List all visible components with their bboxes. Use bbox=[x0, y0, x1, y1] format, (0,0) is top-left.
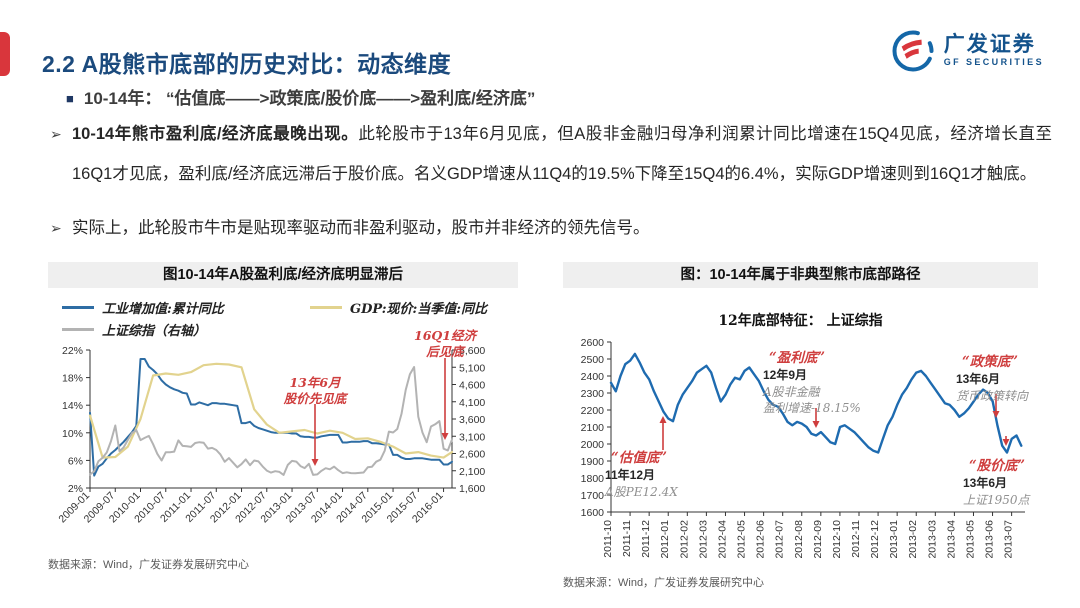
svg-text:2300: 2300 bbox=[581, 388, 605, 400]
svg-text:6%: 6% bbox=[68, 455, 83, 467]
svg-text:2,100: 2,100 bbox=[459, 466, 485, 478]
svg-text:2600: 2600 bbox=[581, 337, 605, 349]
legend-label: GDP:现价:当季值:同比 bbox=[350, 301, 488, 317]
legend-item-industrial: 工业增加值:累计同比 bbox=[62, 296, 310, 318]
svg-text:2100: 2100 bbox=[581, 422, 605, 434]
svg-text:2012-07: 2012-07 bbox=[774, 520, 786, 559]
section-heading: ■ 10-14年： “估值底——>政策底/股价底——>盈利底/经济底” bbox=[66, 84, 535, 109]
logo-mark-icon bbox=[892, 30, 934, 72]
legend-label: 工业增加值:累计同比 bbox=[102, 301, 224, 317]
svg-text:2011-12: 2011-12 bbox=[640, 520, 652, 558]
page-title: 2.2 A股熊市底部的历史对比：动态维度 bbox=[42, 51, 452, 78]
svg-text:1700: 1700 bbox=[581, 490, 605, 502]
body-paragraph-1: ➢ 10-14年熊市盈利底/经济底最晚出现。此轮股市于13年6月见底，但A股非金融… bbox=[48, 114, 1052, 194]
right-line-chart: 2600 2500 2400 2300 2200 2100 2000 1900 1800 1700… bbox=[581, 337, 1025, 559]
svg-text:1,600: 1,600 bbox=[459, 483, 485, 495]
figure-right: 图：10-14年属于非典型熊市底部路径 12年底部特征： 上证综指 2600 25… bbox=[563, 262, 1038, 590]
svg-text:2012-10: 2012-10 bbox=[831, 520, 843, 559]
svg-text:2012-12: 2012-12 bbox=[869, 520, 881, 559]
svg-text:2500: 2500 bbox=[581, 354, 605, 366]
sse-line-swatch bbox=[62, 327, 94, 331]
svg-text:2011-11: 2011-11 bbox=[621, 520, 633, 557]
svg-text:2012-09: 2012-09 bbox=[812, 520, 824, 559]
svg-text:2013-02: 2013-02 bbox=[907, 520, 919, 559]
svg-text:5,600: 5,600 bbox=[459, 345, 485, 357]
annotation-economy-bottom-later: 16Q1经济 后见底 bbox=[414, 328, 476, 359]
legend-item-sse: 上证综指（右轴） bbox=[62, 318, 310, 340]
accent-bar bbox=[0, 32, 10, 76]
svg-text:2013-07: 2013-07 bbox=[1003, 520, 1015, 559]
svg-text:2013-05: 2013-05 bbox=[964, 520, 976, 559]
gdp-line-swatch bbox=[310, 305, 342, 309]
annotation-earnings-bottom: “盈利底” 12年9月 A股非金融 盈利增速-18.15% bbox=[763, 350, 861, 415]
svg-text:2200: 2200 bbox=[581, 405, 605, 417]
svg-text:2013-01: 2013-01 bbox=[888, 520, 900, 559]
logo-text-en: GF SECURITIES bbox=[943, 57, 1044, 68]
bullet-arrow-icon: ➢ bbox=[50, 126, 62, 142]
svg-text:1900: 1900 bbox=[581, 456, 605, 468]
annotation-valuation-bottom: “估值底” 11年12月 A股PE12.4X bbox=[605, 450, 678, 499]
svg-text:2012-05: 2012-05 bbox=[736, 520, 748, 559]
inner-chart-title: 12年底部特征： 上证综指 bbox=[718, 313, 883, 329]
svg-text:2%: 2% bbox=[68, 483, 83, 495]
source-note-right: 数据来源：Wind，广发证券发展研究中心 bbox=[563, 577, 765, 589]
svg-text:18%: 18% bbox=[62, 373, 83, 385]
section-heading-text: 10-14年： “估值底——>政策底/股价底——>盈利底/经济底” bbox=[83, 89, 536, 108]
figure-left-legend: 工业增加值:累计同比 GDP:现价:当季值:同比 上证综指（右轴） bbox=[62, 296, 518, 340]
svg-text:3,600: 3,600 bbox=[459, 414, 485, 426]
svg-text:2013-03: 2013-03 bbox=[926, 520, 938, 559]
svg-text:2000: 2000 bbox=[581, 439, 605, 451]
annotation-price-bottom: “股价底” 13年6月 上证1950点 bbox=[963, 458, 1030, 507]
svg-text:2013-04: 2013-04 bbox=[945, 520, 957, 559]
svg-text:2,600: 2,600 bbox=[459, 449, 485, 461]
legend-label: 上证综指（右轴） bbox=[102, 323, 207, 339]
svg-text:2011-10: 2011-10 bbox=[602, 520, 614, 558]
svg-text:5,100: 5,100 bbox=[459, 362, 485, 374]
square-bullet-icon: ■ bbox=[66, 91, 74, 106]
figures-row: 图10-14年A股盈利底/经济底明显滞后 工业增加值:累计同比 GDP:现价:当… bbox=[48, 262, 1040, 590]
svg-text:2012-03: 2012-03 bbox=[697, 520, 709, 559]
paragraph-1-lead: 10-14年熊市盈利底/经济底最晚出现。 bbox=[72, 125, 359, 143]
bullet-arrow-icon: ➢ bbox=[50, 220, 62, 236]
svg-text:2012-04: 2012-04 bbox=[716, 520, 728, 559]
svg-text:2012-02: 2012-02 bbox=[678, 520, 690, 559]
svg-text:2012-06: 2012-06 bbox=[755, 520, 767, 559]
left-line-chart: 22% 18% 14% 10% 6% 2% 5,600 5,100 4,600 4,100 3,60… bbox=[56, 345, 485, 525]
svg-text:3,100: 3,100 bbox=[459, 431, 485, 443]
source-note-left: 数据来源：Wind，广发证券发展研究中心 bbox=[48, 559, 250, 571]
svg-text:2400: 2400 bbox=[581, 371, 605, 383]
paragraph-2-text: 实际上，此轮股市牛市是贴现率驱动而非盈利驱动，股市并非经济的领先信号。 bbox=[72, 219, 650, 237]
svg-text:4,600: 4,600 bbox=[459, 380, 485, 392]
svg-text:2012-11: 2012-11 bbox=[850, 520, 862, 558]
svg-text:2012-08: 2012-08 bbox=[793, 520, 805, 559]
svg-text:4,100: 4,100 bbox=[459, 397, 485, 409]
industrial-line-swatch bbox=[62, 305, 94, 309]
logo-text-cn: 广发证券 bbox=[943, 33, 1036, 57]
svg-text:1600: 1600 bbox=[581, 507, 605, 519]
annotation-price-bottom-first: 13年6月 股价先见底 bbox=[283, 375, 347, 406]
svg-text:2013-06: 2013-06 bbox=[984, 520, 996, 559]
legend-item-gdp: GDP:现价:当季值:同比 bbox=[310, 296, 518, 318]
company-logo: 广发证券 GF SECURITIES bbox=[890, 28, 1044, 74]
svg-text:14%: 14% bbox=[62, 400, 83, 412]
figure-right-title-bar: 图：10-14年属于非典型熊市底部路径 bbox=[563, 262, 1038, 288]
annotation-policy-bottom: “政策底” 13年6月 货币政策转向 bbox=[956, 354, 1029, 403]
svg-text:10%: 10% bbox=[62, 428, 83, 440]
paragraph-1-text: 此轮股市于13年6月见底，但A股非金融归母净利润累计同比增速在15Q4见底，经济… bbox=[72, 125, 1052, 183]
figure-left: 图10-14年A股盈利底/经济底明显滞后 工业增加值:累计同比 GDP:现价:当… bbox=[48, 262, 518, 590]
svg-text:22%: 22% bbox=[62, 345, 83, 357]
figure-left-title-bar: 图10-14年A股盈利底/经济底明显滞后 bbox=[48, 262, 518, 288]
svg-text:2012-01: 2012-01 bbox=[659, 520, 671, 559]
body-paragraph-2: ➢ 实际上，此轮股市牛市是贴现率驱动而非盈利驱动，股市并非经济的领先信号。 bbox=[48, 214, 1052, 242]
svg-text:1800: 1800 bbox=[581, 473, 605, 485]
